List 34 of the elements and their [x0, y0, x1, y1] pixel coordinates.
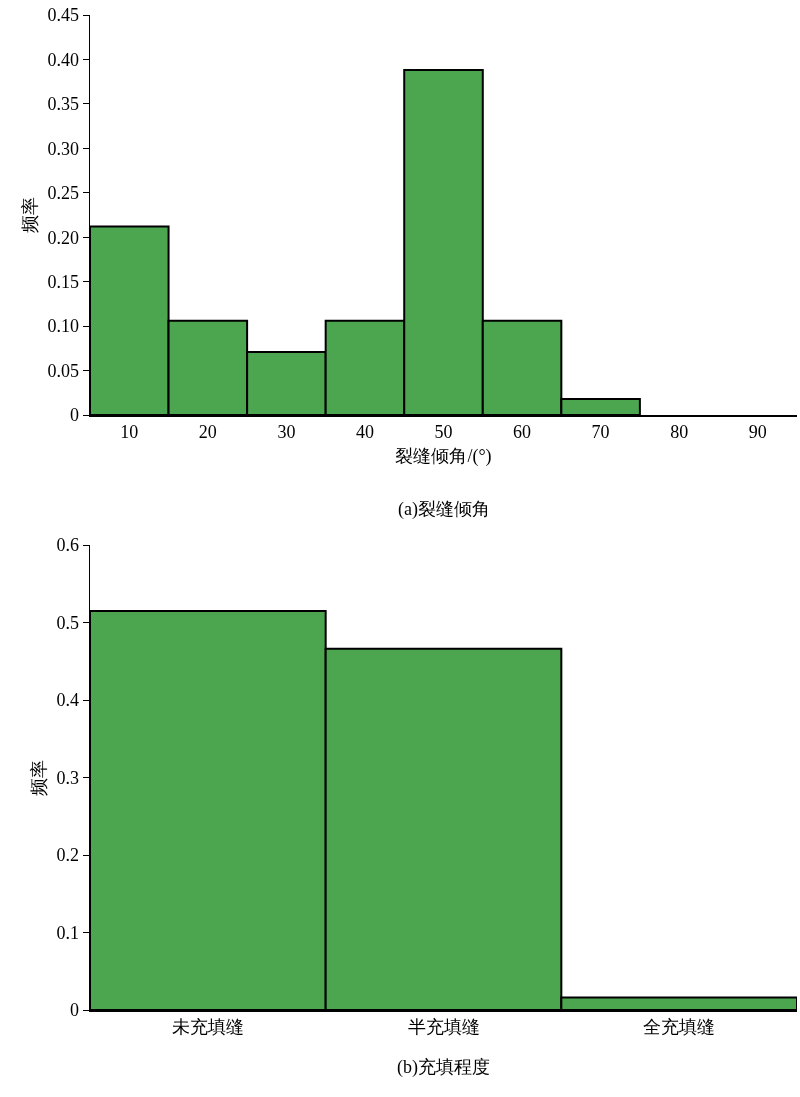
x-tick-label: 半充填缝 [407, 1017, 480, 1038]
y-axis-title: 频率 [19, 197, 40, 233]
x-axis-title: 裂缝倾角/(°) [395, 445, 492, 467]
x-tick-label: 20 [198, 422, 217, 443]
y-tick-label: 0.45 [47, 5, 79, 26]
x-tick-label: 30 [277, 422, 296, 443]
y-tick-label: 0.4 [56, 690, 79, 711]
y-tick-label: 0.15 [47, 271, 79, 292]
y-tick-label: 0.1 [56, 922, 79, 943]
x-tick-label: 40 [355, 422, 374, 443]
x-tick-label: 60 [513, 422, 532, 443]
y-tick-label: 0.30 [47, 138, 79, 159]
y-tick-label: 0.35 [47, 94, 79, 115]
y-tick-label: 0 [69, 1000, 79, 1021]
y-tick-label: 0.05 [47, 360, 79, 381]
x-tick-label: 70 [591, 422, 610, 443]
x-tick-label: 50 [434, 422, 453, 443]
x-tick-label: 90 [748, 422, 767, 443]
text: (a)裂缝倾角 [398, 499, 490, 520]
x-tick-label: 80 [670, 422, 689, 443]
x-tick-label: 未充填缝 [171, 1017, 244, 1038]
y-tick-label: 0.10 [47, 316, 79, 337]
text: (b)充填程度 [397, 1057, 490, 1078]
y-tick-label: 0.20 [47, 227, 79, 248]
y-tick-label: 0.5 [56, 612, 79, 633]
y-tick-label: 0 [69, 405, 79, 426]
y-tick-label: 0.2 [56, 845, 79, 866]
y-tick-label: 0.40 [47, 49, 79, 70]
y-axis-title: 频率 [28, 759, 49, 796]
x-tick-label: 全充填缝 [643, 1017, 716, 1038]
y-tick-label: 0.25 [47, 183, 79, 204]
y-tick-label: 0.3 [56, 767, 79, 788]
y-tick-label: 0.6 [56, 535, 79, 556]
x-tick-label: 10 [120, 422, 139, 443]
